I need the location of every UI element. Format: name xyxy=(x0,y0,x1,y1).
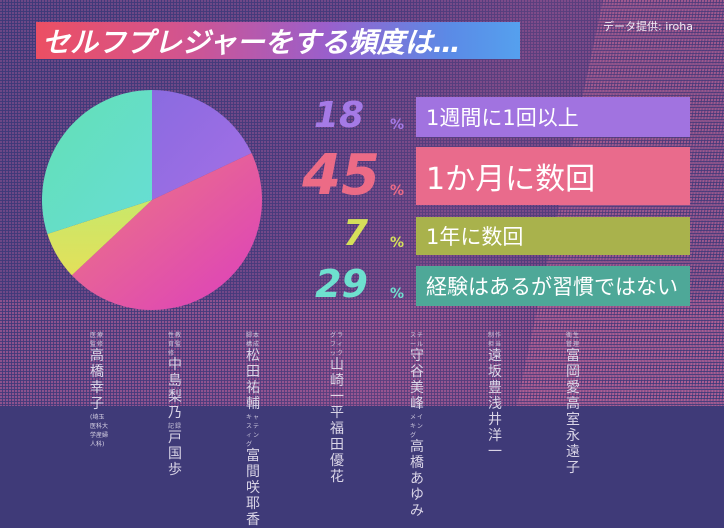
credit-script: 脚本構成 松田祐輔 キャスティング 富間咲耶香 xyxy=(246,332,264,528)
percent-sign: % xyxy=(390,235,405,251)
percent-value: 18 xyxy=(313,95,364,136)
background-halftone-lower xyxy=(0,300,724,406)
credit-sex-education: 性教育監修 中島梨乃 記録 戸国 歩 xyxy=(168,332,186,478)
credit-medical: 医療監修 高橋幸子 (埼玉医科大学産婦人科) xyxy=(90,332,109,448)
legend-label-bar: 1週間に1回以上 xyxy=(416,97,690,137)
legend-label: 経験はあるが習慣ではない xyxy=(426,275,678,299)
percent-value: 7 xyxy=(342,213,368,254)
title-banner: セルフプレジャーをする頻度は… xyxy=(36,22,520,59)
pie-chart xyxy=(41,90,263,311)
legend-row-monthly: 45 % 1か月に数回 xyxy=(280,143,690,208)
credit-production: 制作担当 遠坂 豊 浅井洋一 xyxy=(488,332,506,460)
percent-sign: % xyxy=(390,183,405,199)
legend-row-weekly: 18 % 1週間に1回以上 xyxy=(280,95,690,137)
legend-label-bar: 1年に数回 xyxy=(416,217,690,255)
legend-label: 1週間に1回以上 xyxy=(426,106,579,130)
credit-graphic: グラフィック 山崎一平 福田優花 xyxy=(330,332,348,485)
legend-row-not-habit: 29 % 経験はあるが習慣ではない xyxy=(280,262,690,306)
percent-value: 29 xyxy=(315,262,368,306)
percent-sign: % xyxy=(390,286,405,302)
pie-slice-not-habit xyxy=(41,90,152,234)
page-title: セルフプレジャーをする頻度は… xyxy=(42,25,461,59)
pie-slice-monthly xyxy=(71,153,263,311)
legend-label: 1か月に数回 xyxy=(426,162,596,197)
data-source-note: データ提供: iroha xyxy=(603,20,693,33)
credit-hygiene: 衛生管理 富岡 愛 高室永遠子 xyxy=(566,332,584,476)
legend-label-bar: 1か月に数回 xyxy=(416,147,690,205)
legend-label: 1年に数回 xyxy=(426,225,524,249)
credit-still: スチール 守谷美峰 メイキング 高橋あゆみ xyxy=(410,332,428,519)
legend-label-bar: 経験はあるが習慣ではない xyxy=(416,266,690,306)
legend-row-yearly: 7 % 1年に数回 xyxy=(280,213,690,255)
pie-slice-yearly xyxy=(47,200,152,276)
pie-slice-weekly xyxy=(152,90,252,200)
percent-value: 45 xyxy=(302,143,380,208)
percent-sign: % xyxy=(390,117,405,133)
